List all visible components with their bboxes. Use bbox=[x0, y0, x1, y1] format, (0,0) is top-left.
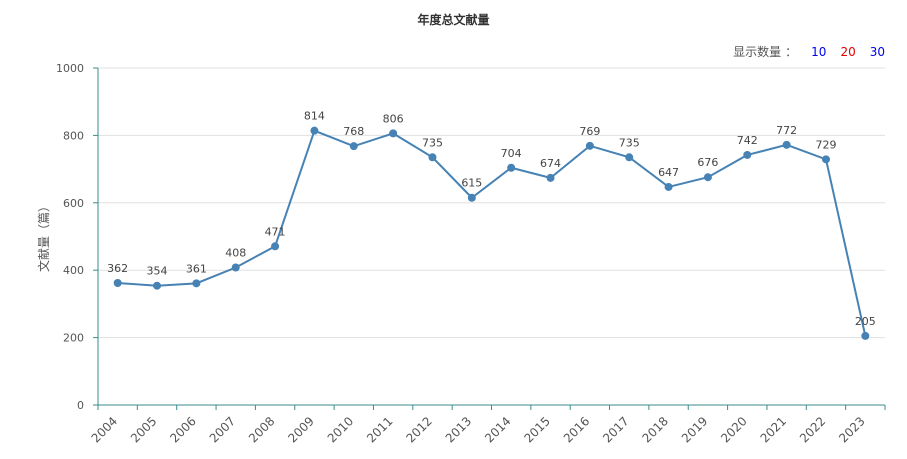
x-tick-label-2004: 2004 bbox=[89, 414, 120, 445]
axes bbox=[93, 67, 886, 410]
x-tick-label-2019: 2019 bbox=[679, 414, 710, 445]
grid-lines bbox=[98, 67, 885, 339]
display-count-selector: 显示数量 ： 10 20 30 bbox=[733, 43, 885, 60]
data-point-2021 bbox=[782, 140, 791, 149]
x-tick-label-2008: 2008 bbox=[246, 414, 277, 445]
data-point-2009 bbox=[310, 126, 319, 135]
data-point-2023 bbox=[861, 331, 870, 340]
x-tick-label-2016: 2016 bbox=[561, 414, 592, 445]
data-point-2012 bbox=[428, 153, 437, 162]
x-tick-label-2009: 2009 bbox=[285, 414, 316, 445]
chart-title: 年度总文献量 bbox=[417, 13, 490, 27]
data-label-2018: 647 bbox=[658, 166, 679, 179]
data-point-2005 bbox=[153, 281, 162, 290]
x-tick-label-2018: 2018 bbox=[640, 414, 671, 445]
data-label-2010: 768 bbox=[343, 125, 364, 138]
data-point-2017 bbox=[625, 153, 634, 162]
x-tick-label-2021: 2021 bbox=[758, 414, 789, 445]
x-tick-label-2013: 2013 bbox=[443, 414, 474, 445]
data-point-2013 bbox=[467, 193, 476, 202]
data-label-2005: 354 bbox=[147, 265, 168, 278]
data-point-2019 bbox=[703, 173, 712, 182]
x-tick-labels: 2004 2005 2006 2007 2008 2009 2010 2011 2012 2013… bbox=[89, 414, 868, 445]
data-label-2012: 735 bbox=[422, 136, 443, 149]
data-label-2020: 742 bbox=[737, 134, 758, 147]
y-tick-label-2: 400 bbox=[63, 264, 84, 277]
x-tick-label-2023: 2023 bbox=[836, 414, 867, 445]
y-tick-label-1: 200 bbox=[63, 332, 84, 345]
display-count-option-30[interactable]: 30 bbox=[869, 44, 885, 59]
y-axis-label: 文献量（篇） bbox=[36, 200, 51, 272]
x-tick-label-2014: 2014 bbox=[482, 414, 513, 445]
data-point-2007 bbox=[231, 263, 240, 272]
data-point-2016 bbox=[585, 141, 594, 150]
data-point-2014 bbox=[507, 163, 516, 172]
x-tick-label-2007: 2007 bbox=[207, 414, 238, 445]
x-tick-label-2017: 2017 bbox=[600, 414, 631, 445]
data-point-2004 bbox=[113, 279, 122, 288]
data-label-2009: 814 bbox=[304, 110, 325, 123]
data-label-2017: 735 bbox=[619, 136, 640, 149]
x-tick-label-2022: 2022 bbox=[797, 414, 828, 445]
y-tick-labels: 0 200 400 600 800 1000 bbox=[56, 62, 84, 412]
data-label-2006: 361 bbox=[186, 262, 207, 275]
y-tick-label-0: 0 bbox=[77, 399, 84, 412]
x-tick-label-2010: 2010 bbox=[325, 414, 356, 445]
display-count-option-10[interactable]: 10 bbox=[811, 44, 827, 59]
data-point-2011 bbox=[389, 129, 398, 138]
data-label-2008: 471 bbox=[265, 225, 286, 238]
x-tick-label-2011: 2011 bbox=[364, 414, 395, 445]
series-line-path bbox=[117, 129, 867, 337]
data-label-2007: 408 bbox=[225, 247, 246, 260]
data-label-2014: 704 bbox=[501, 147, 522, 160]
data-point-2015 bbox=[546, 173, 555, 182]
data-label-2023: 205 bbox=[855, 315, 876, 328]
data-label-2011: 806 bbox=[383, 112, 404, 125]
data-point-2008 bbox=[271, 242, 280, 251]
data-label-2016: 769 bbox=[579, 125, 600, 138]
data-label-2004: 362 bbox=[107, 262, 128, 275]
x-tick-label-2005: 2005 bbox=[128, 414, 159, 445]
data-point-2006 bbox=[192, 279, 201, 288]
data-label-2015: 674 bbox=[540, 157, 561, 170]
x-tick-label-2020: 2020 bbox=[718, 414, 749, 445]
data-labels: 362 354 361 408 471 814 768 806 735 615 704 674 769 7… bbox=[107, 110, 876, 328]
data-label-2013: 615 bbox=[461, 177, 482, 190]
x-tick-label-2006: 2006 bbox=[167, 414, 198, 445]
data-point-2022 bbox=[821, 155, 830, 164]
data-points bbox=[113, 126, 870, 340]
data-label-2022: 729 bbox=[815, 138, 836, 151]
display-count-option-20[interactable]: 20 bbox=[840, 44, 856, 59]
series-line bbox=[117, 129, 867, 337]
x-tick-label-2015: 2015 bbox=[521, 414, 552, 445]
x-tick-label-2012: 2012 bbox=[403, 414, 434, 445]
y-tick-label-4: 800 bbox=[63, 129, 84, 142]
y-tick-label-5: 1000 bbox=[56, 62, 84, 75]
data-point-2010 bbox=[349, 142, 358, 151]
y-tick-label-3: 600 bbox=[63, 197, 84, 210]
data-point-2018 bbox=[664, 182, 673, 191]
display-count-label: 显示数量 bbox=[733, 45, 782, 59]
data-label-2019: 676 bbox=[697, 156, 718, 169]
display-count-colon: ： bbox=[785, 45, 798, 59]
data-point-2020 bbox=[743, 150, 752, 159]
data-label-2021: 772 bbox=[776, 124, 797, 137]
